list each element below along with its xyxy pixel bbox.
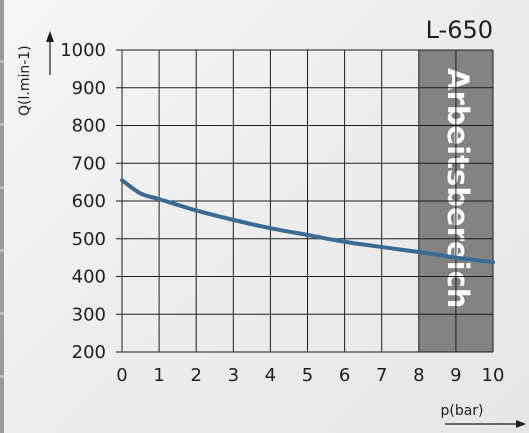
series-line: [120, 178, 495, 265]
x-axis-arrow-head: [516, 420, 526, 428]
x-tick-label: 2: [190, 365, 201, 386]
x-tick-label: 5: [302, 365, 313, 386]
y-tick-label: 200: [72, 342, 106, 363]
x-tick-label: 3: [228, 365, 239, 386]
series-layer: [120, 178, 495, 265]
y-tick-label: 600: [72, 191, 106, 212]
x-tick-label: 9: [450, 365, 461, 386]
y-tick-label: 500: [72, 229, 106, 250]
x-tick-label: 10: [482, 365, 505, 386]
y-tick-label: 700: [72, 153, 106, 174]
y-tick-label: 400: [72, 267, 106, 288]
y-axis-label-main: Q(l.min-1): [17, 45, 33, 116]
left-edge-strip: [0, 0, 4, 433]
tick-labels: 0 1 2 3 4 5 6 7 8 9 10 200 300 400 500 600 700 800 900 1000: [60, 40, 504, 386]
x-axis-label: p(bar): [440, 403, 483, 419]
y-tick-label: 1000: [60, 40, 106, 61]
y-tick-label: 800: [72, 116, 106, 137]
working-range-label: Arbeitsbereich: [441, 68, 475, 308]
x-tick-label: 0: [116, 365, 127, 386]
chart-title: L-650: [426, 16, 493, 44]
x-tick-label: 1: [153, 365, 164, 386]
x-tick-label: 7: [376, 365, 387, 386]
grid: [116, 49, 494, 353]
x-tick-label: 6: [339, 365, 350, 386]
x-tick-label: 4: [265, 365, 276, 386]
x-tick-label: 8: [413, 365, 424, 386]
y-tick-label: 900: [72, 78, 106, 99]
y-axis-arrow-head: [46, 31, 54, 42]
y-tick-label: 300: [72, 304, 106, 325]
y-axis-label: Q(l.min-1): [17, 45, 33, 116]
